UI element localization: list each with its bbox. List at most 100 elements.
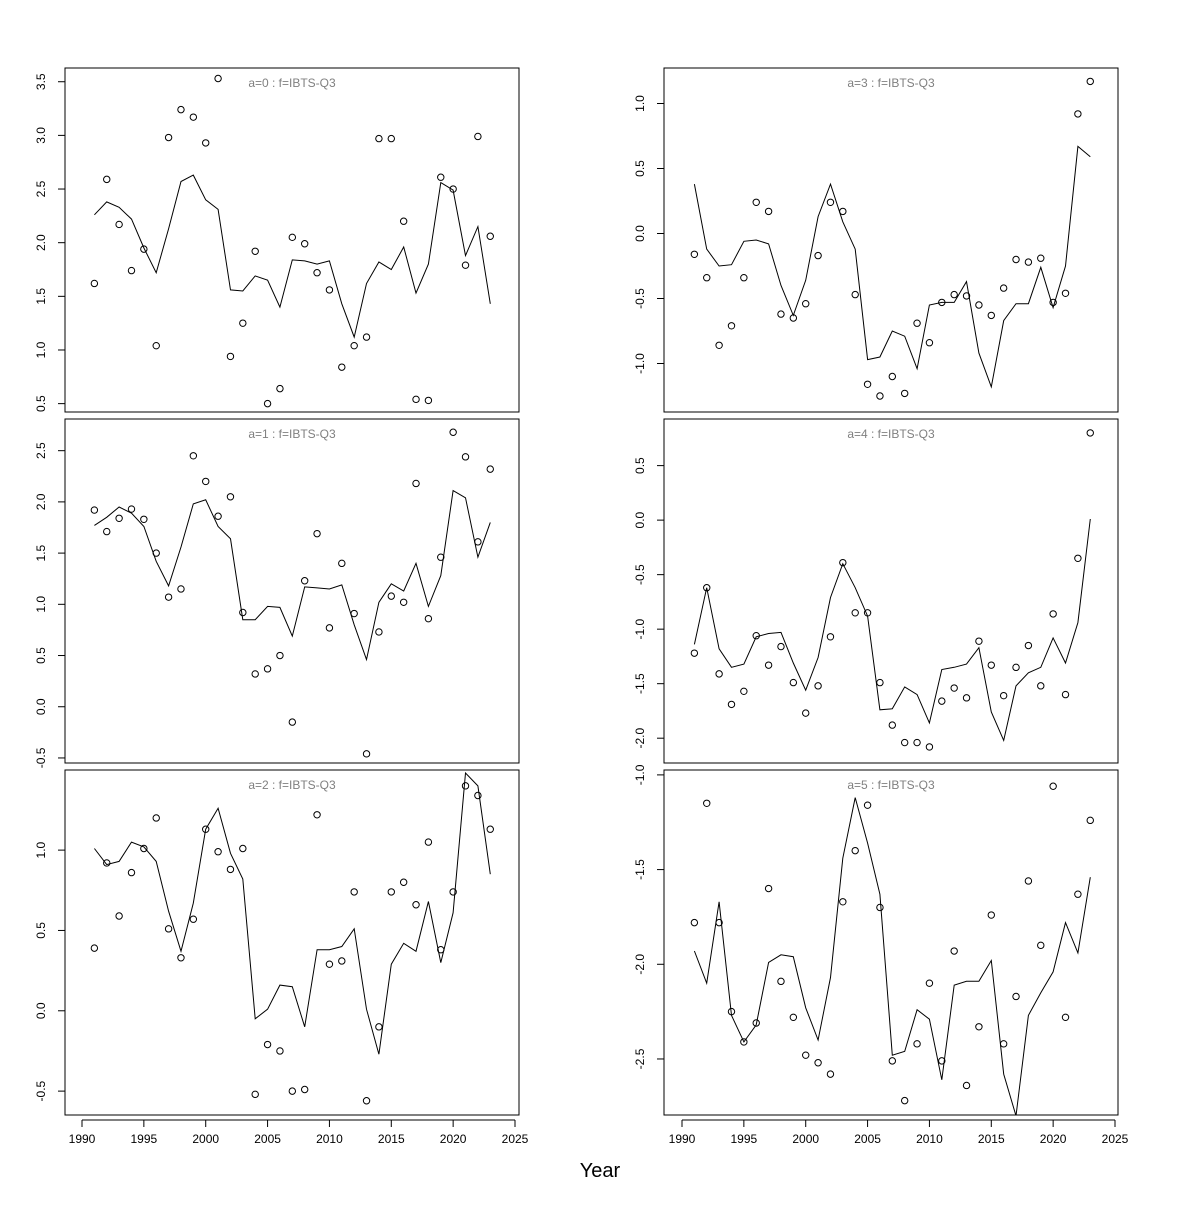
observed-point (900, 738, 909, 747)
observed-point (913, 738, 921, 747)
observed-point (999, 284, 1008, 292)
observed-point (115, 220, 123, 229)
observed-point (740, 1038, 748, 1046)
observed-point (999, 1040, 1008, 1048)
observed-point (214, 512, 222, 520)
observed-point (90, 506, 99, 514)
panel-title: a=1 : f=IBTS-Q3 (248, 427, 336, 441)
observed-point (703, 799, 711, 808)
observed-point (851, 609, 859, 617)
y-tick-label: -0.5 (34, 1080, 48, 1101)
observed-point (913, 1040, 921, 1048)
fitted-line (94, 771, 491, 1055)
observed-point (202, 477, 210, 486)
y-tick-label: 2.5 (34, 180, 48, 197)
fitted-line (693, 518, 1091, 742)
observed-point (152, 814, 160, 822)
y-tick-label: -2.0 (633, 728, 647, 749)
observed-point (938, 1057, 946, 1065)
observed-point (900, 1096, 909, 1105)
y-tick-label: 1.0 (633, 95, 647, 112)
observed-point (888, 1057, 897, 1065)
panel-frame (64, 769, 520, 1116)
y-tick-label: 0.0 (633, 225, 647, 242)
observed-point (486, 825, 494, 833)
observed-point (399, 878, 408, 886)
observed-point (1012, 255, 1020, 264)
observed-point (863, 801, 872, 809)
observed-point (412, 395, 420, 404)
observed-point (90, 279, 99, 288)
x-tick-label: 1990 (669, 1132, 696, 1146)
fitted-line (693, 797, 1091, 1115)
observed-point (839, 898, 847, 906)
observed-point (814, 251, 822, 260)
x-tick-label: 2010 (316, 1132, 343, 1146)
observed-point (412, 479, 420, 488)
observed-point (703, 584, 711, 592)
observed-point (437, 946, 445, 954)
observed-point (461, 782, 470, 790)
observed-point (826, 1070, 835, 1078)
observed-point (115, 912, 123, 920)
x-tick-label: 2015 (378, 1132, 405, 1146)
panel-frame (663, 67, 1119, 413)
y-tick-label: 0.5 (34, 647, 48, 664)
observed-point (962, 694, 971, 702)
observed-point (313, 269, 321, 277)
observed-point (876, 903, 884, 912)
observed-point (1012, 992, 1020, 1001)
observed-point (177, 105, 185, 114)
y-tick-label: 1.0 (34, 841, 48, 858)
observed-point (1061, 289, 1070, 297)
observed-point (263, 399, 272, 408)
observed-point (437, 553, 445, 561)
observed-point (950, 947, 958, 955)
panel-5: a=2 : f=IBTS-Q3 -0.5 0.0 0.5 1.0 1990 1995 2000… (34, 769, 529, 1146)
observed-point (826, 633, 835, 641)
observed-point (839, 207, 847, 216)
observed-point (288, 1087, 297, 1095)
observed-point (449, 185, 457, 193)
fitted-line (94, 174, 491, 339)
observed-point (1074, 110, 1082, 118)
observed-point (313, 811, 321, 819)
observed-point (239, 608, 247, 617)
panel-2: a=3 : f=IBTS-Q3 -1.0 -0.5 0.0 0.5 1.0 (633, 67, 1119, 413)
observed-point (474, 791, 482, 800)
panel-4: a=4 : f=IBTS-Q3 -2.0 -1.5 -1.0 -0.5 0.0 0.5 (633, 418, 1119, 764)
observed-point (1074, 890, 1082, 898)
observed-point (863, 609, 872, 617)
observed-point (1086, 816, 1094, 825)
y-tick-label: 3.0 (34, 127, 48, 144)
y-tick-label: -1.5 (633, 673, 647, 694)
observed-point (690, 918, 699, 927)
observed-point (752, 198, 760, 207)
y-tick-label: 3.5 (34, 73, 48, 90)
observed-point (424, 614, 433, 623)
observed-point (486, 465, 494, 473)
panel-data (90, 428, 494, 758)
observed-point (152, 341, 160, 350)
fitted-line (693, 145, 1091, 389)
observed-point (727, 322, 736, 330)
y-tick-label: 2.0 (34, 493, 48, 510)
y-tick-label: 1.0 (34, 341, 48, 358)
observed-point (962, 1081, 971, 1090)
observed-point (437, 173, 445, 181)
observed-point (214, 848, 222, 856)
y-tick-label: -2.5 (633, 1048, 647, 1069)
observed-point (375, 134, 383, 143)
y-tick-label: 1.0 (34, 596, 48, 613)
x-tick-label: 2010 (916, 1132, 943, 1146)
observed-point (938, 697, 946, 705)
observed-point (1024, 877, 1033, 885)
observed-point (486, 232, 494, 240)
observed-point (350, 341, 358, 350)
observed-point (140, 245, 148, 253)
observed-point (950, 684, 958, 692)
observed-point (802, 709, 810, 717)
observed-point (740, 274, 748, 282)
panel-title: a=5 : f=IBTS-Q3 (847, 778, 935, 792)
observed-point (789, 314, 798, 322)
